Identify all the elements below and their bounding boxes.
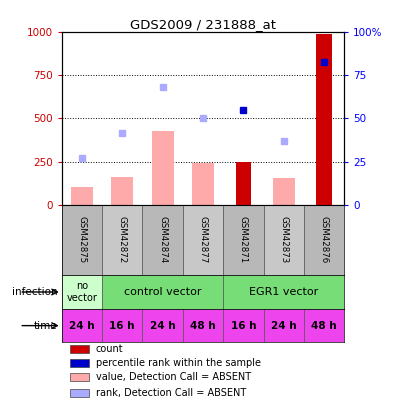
Bar	[102, 275, 223, 309]
Text: 24 h: 24 h	[271, 321, 297, 330]
Bar	[263, 205, 304, 275]
Bar	[102, 205, 142, 275]
Text: 48 h: 48 h	[190, 321, 216, 330]
Bar	[183, 205, 223, 275]
Text: control vector: control vector	[124, 287, 201, 297]
Bar	[70, 373, 88, 381]
Title: GDS2009 / 231888_at: GDS2009 / 231888_at	[130, 18, 276, 31]
Bar	[236, 162, 251, 205]
Bar	[223, 309, 263, 342]
Text: no
vector: no vector	[66, 281, 98, 303]
Bar	[62, 309, 102, 342]
Bar	[316, 34, 332, 205]
Text: GSM42874: GSM42874	[158, 216, 167, 263]
Bar	[223, 205, 263, 275]
Text: infection: infection	[12, 287, 58, 297]
Bar	[102, 309, 142, 342]
Text: GSM42876: GSM42876	[320, 216, 329, 263]
Text: GSM42875: GSM42875	[77, 216, 86, 263]
Text: 16 h: 16 h	[230, 321, 256, 330]
Text: EGR1 vector: EGR1 vector	[249, 287, 318, 297]
Text: 48 h: 48 h	[311, 321, 337, 330]
Text: GSM42873: GSM42873	[279, 216, 288, 263]
Bar	[62, 275, 102, 309]
Bar	[62, 205, 102, 275]
Bar	[71, 188, 93, 205]
Text: rank, Detection Call = ABSENT: rank, Detection Call = ABSENT	[96, 388, 246, 398]
Bar	[304, 205, 344, 275]
Bar	[273, 178, 295, 205]
Bar	[192, 163, 214, 205]
Text: value, Detection Call = ABSENT: value, Detection Call = ABSENT	[96, 372, 251, 382]
Bar	[142, 205, 183, 275]
Bar	[70, 359, 88, 367]
Text: percentile rank within the sample: percentile rank within the sample	[96, 358, 261, 368]
Bar	[142, 309, 183, 342]
Bar	[304, 309, 344, 342]
Bar	[263, 309, 304, 342]
Bar	[111, 177, 133, 205]
Text: GSM42877: GSM42877	[199, 216, 207, 263]
Text: GSM42872: GSM42872	[118, 216, 127, 263]
Text: 24 h: 24 h	[69, 321, 95, 330]
Bar	[152, 130, 174, 205]
Bar	[70, 389, 88, 396]
Text: GSM42871: GSM42871	[239, 216, 248, 263]
Text: count: count	[96, 344, 123, 354]
Bar	[223, 275, 344, 309]
Bar	[70, 345, 88, 353]
Text: time: time	[34, 321, 58, 330]
Text: 16 h: 16 h	[109, 321, 135, 330]
Text: 24 h: 24 h	[150, 321, 176, 330]
Bar	[183, 309, 223, 342]
